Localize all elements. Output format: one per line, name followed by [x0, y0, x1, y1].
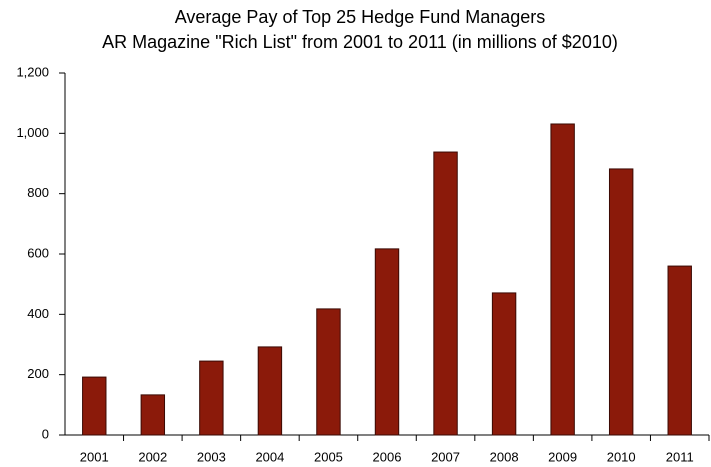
x-tick-label: 2004 [255, 449, 284, 464]
x-tick-label: 2009 [548, 449, 577, 464]
bar [199, 360, 224, 436]
x-tick-label: 2008 [490, 449, 519, 464]
x-tick-label: 2007 [431, 449, 460, 464]
bar [257, 346, 283, 436]
bar [667, 265, 692, 436]
bar [433, 151, 458, 436]
bar [550, 123, 575, 436]
y-tick-label: 800 [27, 185, 49, 200]
y-tick-label: 1,200 [16, 64, 49, 79]
y-tick-label: 200 [27, 366, 49, 381]
y-tick-label: 600 [27, 245, 49, 260]
y-tick-label: 0 [42, 426, 49, 441]
x-tick-label: 2002 [138, 449, 167, 464]
bar [374, 248, 400, 436]
x-tick-label: 2006 [373, 449, 402, 464]
bar [608, 168, 634, 436]
chart-subtitle: AR Magazine "Rich List" from 2001 to 201… [102, 32, 618, 52]
bar [82, 376, 107, 436]
y-tick-label: 1,000 [16, 125, 49, 140]
x-tick-label: 2010 [607, 449, 636, 464]
bar [491, 292, 517, 436]
y-tick-label: 400 [27, 306, 49, 321]
bar [140, 394, 166, 436]
x-tick-label: 2003 [197, 449, 226, 464]
bar [316, 308, 341, 436]
x-tick-label: 2001 [80, 449, 109, 464]
chart-title: Average Pay of Top 25 Hedge Fund Manager… [175, 7, 546, 27]
x-tick-label: 2011 [666, 449, 694, 464]
x-tick-label: 2005 [314, 449, 343, 464]
